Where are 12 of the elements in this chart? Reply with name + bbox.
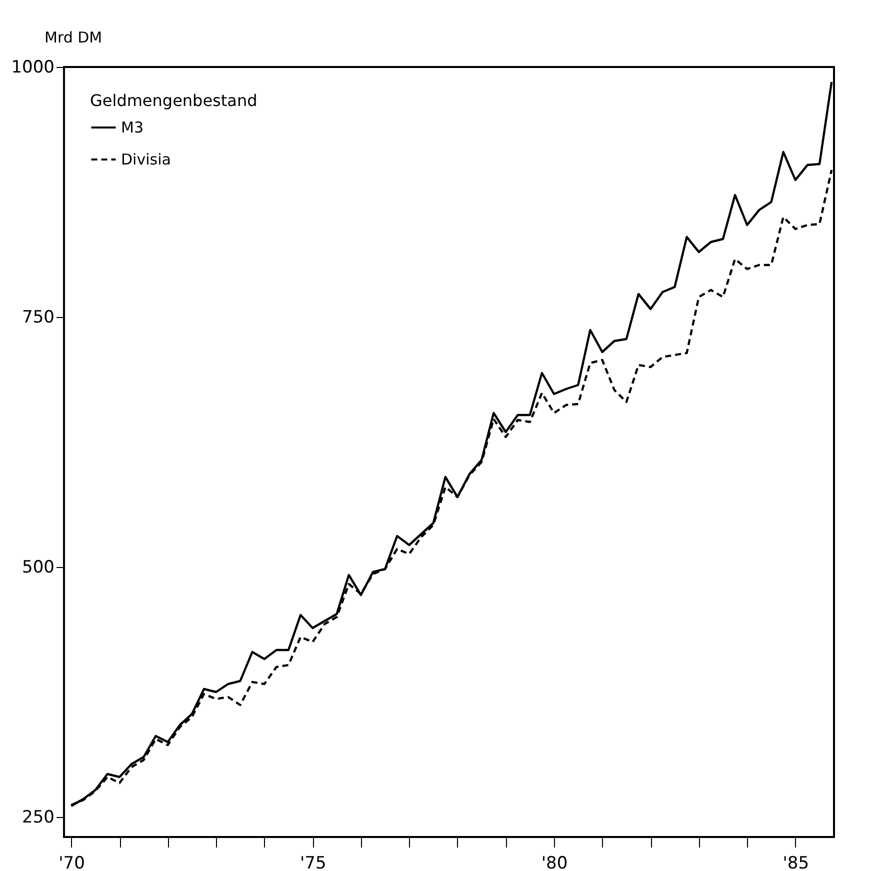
x-tick-label: '80 xyxy=(541,854,568,871)
x-tick-label: '75 xyxy=(300,854,326,871)
x-tick-label: '85 xyxy=(782,854,810,871)
legend-label: M3 xyxy=(121,118,144,136)
y-tick-label: 750 xyxy=(22,308,54,328)
legend-title: Geldmengenbestand xyxy=(90,91,258,110)
y-tick-label: 250 xyxy=(22,808,54,828)
x-tick-label: '70 xyxy=(58,854,85,871)
y-tick-label: 1000 xyxy=(11,58,54,78)
y-axis-title: Mrd DM xyxy=(44,28,102,46)
y-tick-label: 500 xyxy=(22,558,54,578)
legend-label: Divisia xyxy=(121,150,171,168)
